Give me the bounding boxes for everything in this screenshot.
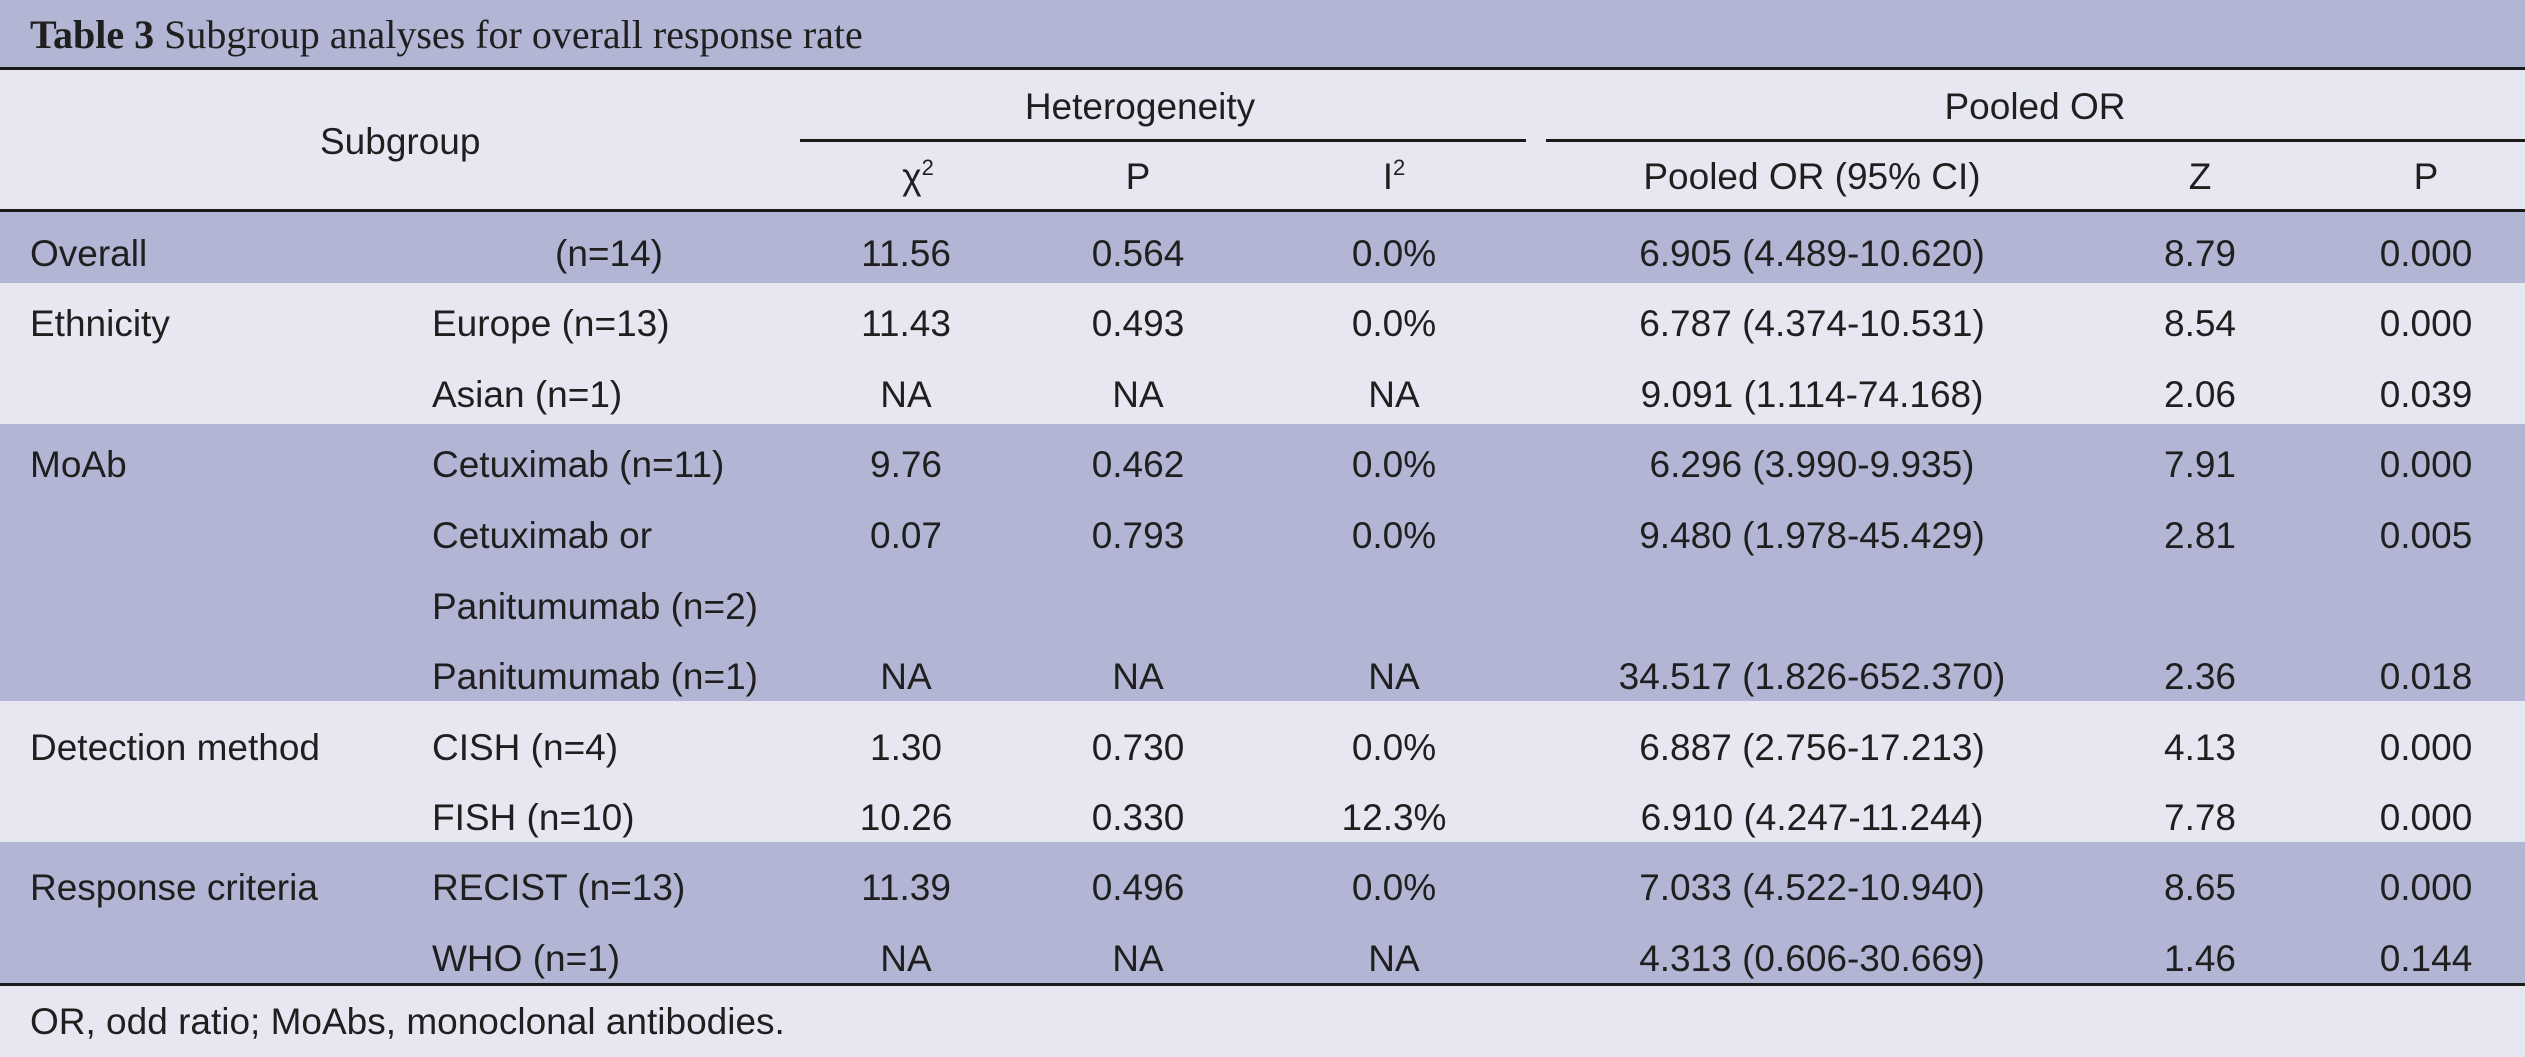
subcategory-cell: Europe (n=13) <box>432 303 670 344</box>
p-pooled-cell: 0.000 <box>2379 444 2473 485</box>
pooled-or-rule <box>1546 139 2525 142</box>
subgroup-cell: Detection method <box>30 727 321 768</box>
subcategory-cell: RECIST (n=13) <box>432 867 686 908</box>
chi-square-cell: NA <box>880 656 932 697</box>
p-pooled-cell: 0.005 <box>2379 515 2473 556</box>
i-square-cell: 0.0% <box>1351 303 1437 344</box>
header-i-square: I2 <box>1382 155 1406 197</box>
chi-square-cell: 0.07 <box>869 515 943 556</box>
pooled-or-cell: 4.313 (0.606-30.669) <box>1639 938 1985 979</box>
header-p-heterogeneity: P <box>1125 156 1151 197</box>
i-square-cell: 0.0% <box>1351 233 1437 274</box>
subgroup-cell: Response criteria <box>30 867 318 908</box>
subgroup-cell: MoAb <box>30 444 127 485</box>
pooled-or-cell: 7.033 (4.522-10.940) <box>1639 867 1985 908</box>
pooled-or-cell: 9.091 (1.114-74.168) <box>1640 374 1984 415</box>
z-cell: 1.46 <box>2163 938 2237 979</box>
chi-square-cell: 11.43 <box>861 303 951 344</box>
row-band <box>0 842 2525 983</box>
footnote: OR, odd ratio; MoAbs, monoclonal antibod… <box>30 1001 785 1042</box>
subcategory-cell: Cetuximab (n=11) <box>432 444 725 485</box>
subcategory-cell: CISH (n=4) <box>432 727 619 768</box>
row-band <box>0 424 2525 701</box>
z-cell: 7.91 <box>2163 444 2237 485</box>
chi-square-cell: NA <box>880 938 932 979</box>
table-caption: Subgroup analyses for overall response r… <box>164 12 863 57</box>
pooled-or-cell: 34.517 (1.826-652.370) <box>1618 656 2006 697</box>
header-chi-square: χ2 <box>902 155 934 197</box>
i-square-cell: 0.0% <box>1351 727 1437 768</box>
header-z: Z <box>2188 156 2212 197</box>
p-pooled-cell: 0.018 <box>2379 656 2473 697</box>
z-cell: 2.06 <box>2163 374 2237 415</box>
pooled-or-cell: 6.787 (4.374-10.531) <box>1639 303 1985 344</box>
header-pooled-or-ci: Pooled OR (95% CI) <box>1643 156 1981 197</box>
chi-square-cell: NA <box>880 374 932 415</box>
p-pooled-cell: 0.039 <box>2379 374 2473 415</box>
subcategory-cell: (n=14) <box>555 233 663 274</box>
p-pooled-cell: 0.000 <box>2379 233 2473 274</box>
header-pooled-or-group: Pooled OR <box>1944 86 2126 127</box>
i-square-cell: NA <box>1368 374 1420 415</box>
subcategory-cell: Cetuximab or <box>432 515 653 556</box>
i-square-cell: NA <box>1368 656 1420 697</box>
z-cell: 8.79 <box>2163 233 2237 274</box>
chi-square-cell: 9.76 <box>869 444 943 485</box>
p-heterogeneity-cell: 0.330 <box>1091 797 1185 838</box>
z-cell: 8.65 <box>2163 867 2237 908</box>
p-heterogeneity-cell: 0.493 <box>1091 303 1185 344</box>
subgroup-cell: Ethnicity <box>30 303 170 344</box>
p-heterogeneity-cell: NA <box>1112 656 1164 697</box>
subcategory-cell: Asian (n=1) <box>432 374 623 415</box>
pooled-or-cell: 6.296 (3.990-9.935) <box>1649 444 1975 485</box>
p-heterogeneity-cell: 0.564 <box>1091 233 1185 274</box>
table-number: Table 3 <box>30 12 155 57</box>
i-square-cell: 0.0% <box>1351 444 1437 485</box>
chi-square-cell: 1.30 <box>869 727 943 768</box>
header-bottom-rule <box>0 209 2525 212</box>
subcategory-cell: WHO (n=1) <box>432 938 621 979</box>
p-heterogeneity-cell: NA <box>1112 938 1164 979</box>
p-pooled-cell: 0.000 <box>2379 303 2473 344</box>
p-heterogeneity-cell: NA <box>1112 374 1164 415</box>
subgroup-cell: Overall <box>30 233 148 274</box>
z-cell: 8.54 <box>2163 303 2237 344</box>
p-heterogeneity-cell: 0.462 <box>1091 444 1185 485</box>
z-cell: 2.81 <box>2163 515 2237 556</box>
i-square-cell: NA <box>1368 938 1420 979</box>
pooled-or-cell: 6.905 (4.489-10.620) <box>1639 233 1985 274</box>
header-heterogeneity: Heterogeneity <box>1024 86 1256 127</box>
chi-square-cell: 10.26 <box>859 797 953 838</box>
p-pooled-cell: 0.000 <box>2379 797 2473 838</box>
z-cell: 7.78 <box>2163 797 2237 838</box>
z-cell: 4.13 <box>2163 727 2237 768</box>
subcategory-cell: Panitumumab (n=1) <box>432 656 758 697</box>
z-cell: 2.36 <box>2163 656 2237 697</box>
p-pooled-cell: 0.000 <box>2379 867 2473 908</box>
pooled-or-cell: 6.910 (4.247-11.244) <box>1640 797 1984 838</box>
i-square-cell: 0.0% <box>1351 515 1437 556</box>
subcategory-cell: FISH (n=10) <box>432 797 635 838</box>
table-title-bar: Table 3 Subgroup analyses for overall re… <box>0 0 2525 70</box>
header-subgroup: Subgroup <box>320 121 481 162</box>
p-pooled-cell: 0.144 <box>2379 938 2473 979</box>
p-heterogeneity-cell: 0.793 <box>1091 515 1185 556</box>
pooled-or-cell: 9.480 (1.978-45.429) <box>1639 515 1985 556</box>
header-p-pooled: P <box>2413 156 2439 197</box>
chi-square-cell: 11.56 <box>861 233 951 274</box>
pooled-or-cell: 6.887 (2.756-17.213) <box>1639 727 1985 768</box>
p-pooled-cell: 0.000 <box>2379 727 2473 768</box>
heterogeneity-rule <box>800 139 1526 142</box>
table-title: Table 3 Subgroup analyses for overall re… <box>30 10 863 60</box>
p-heterogeneity-cell: 0.730 <box>1091 727 1185 768</box>
row-band <box>0 212 2525 283</box>
table-bottom-rule <box>0 983 2525 986</box>
i-square-cell: 12.3% <box>1341 797 1447 838</box>
chi-square-cell: 11.39 <box>861 867 951 908</box>
subcategory-cell-continued: Panitumumab (n=2) <box>432 586 758 627</box>
i-square-cell: 0.0% <box>1351 867 1437 908</box>
p-heterogeneity-cell: 0.496 <box>1091 867 1185 908</box>
